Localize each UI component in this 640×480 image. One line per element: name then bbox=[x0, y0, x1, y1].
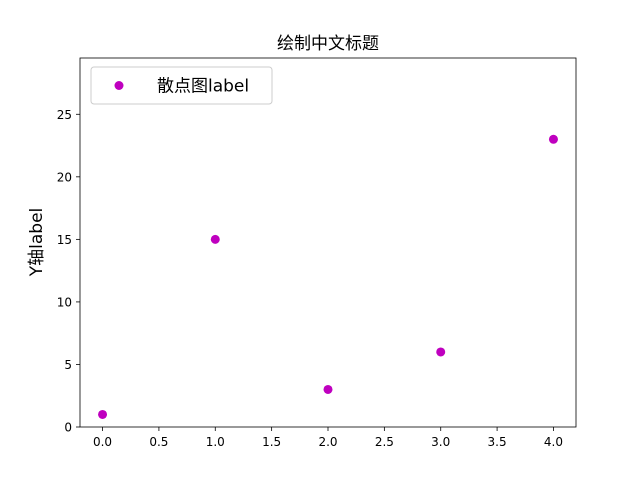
scatter-point bbox=[98, 409, 108, 419]
y-axis-ticks: 0 5 10 15 20 25 bbox=[57, 108, 80, 435]
scatter-point bbox=[323, 384, 333, 394]
x-tick-label: 3.5 bbox=[488, 435, 507, 449]
legend-marker bbox=[114, 81, 124, 90]
y-tick-label: 15 bbox=[57, 233, 72, 247]
y-tick-label: 10 bbox=[57, 295, 72, 309]
x-tick-label: 0.0 bbox=[93, 435, 112, 449]
scatter-points bbox=[98, 134, 558, 419]
legend-box bbox=[90, 66, 273, 105]
x-tick-label: 2.5 bbox=[375, 435, 394, 449]
scatter-point bbox=[548, 134, 558, 144]
y-tick-label: 5 bbox=[64, 358, 72, 372]
y-tick-label: 25 bbox=[57, 108, 72, 122]
plot-area-frame bbox=[79, 57, 577, 428]
legend: 散点图label bbox=[90, 66, 273, 105]
scatter-point bbox=[210, 234, 220, 244]
x-tick-label: 4.0 bbox=[544, 435, 563, 449]
chart-title: 绘制中文标题 bbox=[277, 34, 379, 54]
x-tick-label: 0.5 bbox=[149, 435, 168, 449]
x-axis-ticks: 0.0 0.5 1.0 1.5 2.0 2.5 3.0 3.5 4.0 bbox=[93, 427, 563, 449]
legend-label: 散点图label bbox=[157, 77, 249, 97]
x-tick-label: 2.0 bbox=[318, 435, 337, 449]
scatter-point bbox=[436, 347, 446, 357]
y-tick-label: 0 bbox=[64, 421, 72, 435]
x-tick-label: 3.0 bbox=[431, 435, 450, 449]
y-tick-label: 20 bbox=[57, 170, 72, 184]
x-tick-label: 1.0 bbox=[206, 435, 225, 449]
x-tick-label: 1.5 bbox=[262, 435, 281, 449]
y-axis-label: Y轴label bbox=[27, 208, 47, 278]
